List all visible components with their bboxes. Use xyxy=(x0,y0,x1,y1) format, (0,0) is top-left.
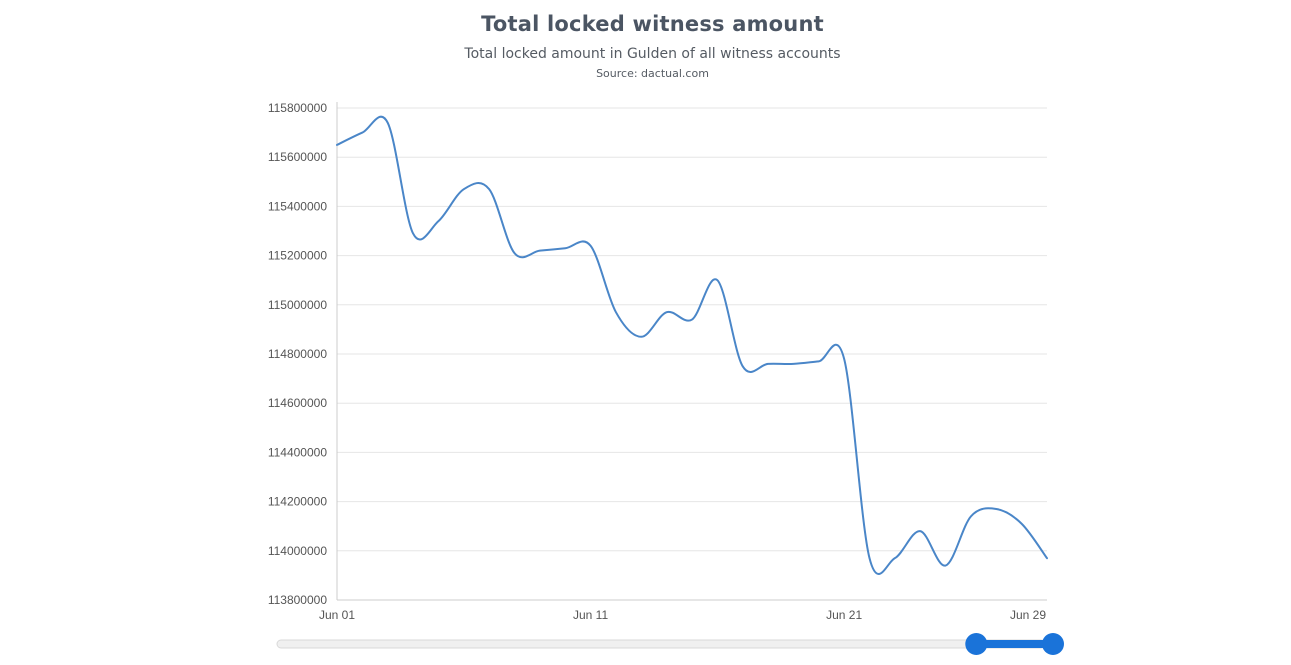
x-tick-label: Jun 29 xyxy=(1010,608,1046,622)
navigator-selected-range[interactable] xyxy=(976,640,1053,648)
chart-subtitle: Total locked amount in Gulden of all wit… xyxy=(464,46,841,62)
y-tick-label: 115800000 xyxy=(268,101,328,115)
y-tick-label: 113800000 xyxy=(268,593,328,607)
data-point xyxy=(916,527,924,535)
data-point xyxy=(587,242,595,250)
x-tick-label: Jun 11 xyxy=(573,608,608,622)
data-point xyxy=(511,249,519,257)
data-point xyxy=(942,562,950,570)
y-tick-label: 115200000 xyxy=(268,249,328,263)
axes xyxy=(336,102,1047,601)
data-point xyxy=(764,360,772,368)
y-tick-label: 115600000 xyxy=(268,150,328,164)
y-tick-label: 114200000 xyxy=(268,495,328,509)
chart-title: Total locked witness amount xyxy=(481,12,824,36)
data-point xyxy=(485,185,493,193)
x-tick-label: Jun 01 xyxy=(319,608,355,622)
data-point xyxy=(384,119,392,127)
grid-lines xyxy=(337,107,1047,552)
data-point xyxy=(460,185,468,193)
x-axis-tick-labels: Jun 01 Jun 11 Jun 21 Jun 29 xyxy=(319,608,1046,622)
data-point xyxy=(866,554,874,562)
data-point xyxy=(840,355,848,363)
y-tick-label: 114800000 xyxy=(268,347,328,361)
data-point xyxy=(688,316,696,324)
data-point xyxy=(358,129,366,137)
navigator-end-handle[interactable] xyxy=(1042,633,1064,655)
y-tick-label: 115400000 xyxy=(268,199,328,213)
range-navigator[interactable] xyxy=(276,633,1064,655)
data-point xyxy=(536,247,544,255)
y-tick-label: 115000000 xyxy=(268,298,328,312)
data-point xyxy=(789,360,797,368)
y-tick-label: 114600000 xyxy=(268,396,328,410)
series-layer xyxy=(333,115,1051,575)
series-line-0 xyxy=(336,115,1048,575)
data-point xyxy=(713,276,721,284)
y-tick-label: 114400000 xyxy=(268,445,328,459)
data-point xyxy=(891,554,899,562)
data-point xyxy=(992,505,1000,513)
data-point xyxy=(409,229,417,237)
data-point xyxy=(333,141,341,149)
y-axis-tick-labels: 113800000 114000000 114200000 114400000 1146… xyxy=(268,101,328,607)
navigator-start-handle[interactable] xyxy=(965,633,988,655)
data-point xyxy=(561,244,569,252)
data-point xyxy=(434,217,442,225)
data-point xyxy=(815,357,823,365)
data-point xyxy=(967,512,975,520)
data-point xyxy=(1043,554,1051,562)
data-point xyxy=(1018,520,1026,528)
chart-source: Source: dactual.com xyxy=(596,67,709,80)
data-point xyxy=(663,308,671,316)
navigator-track[interactable] xyxy=(276,639,1046,649)
y-tick-label: 114000000 xyxy=(268,544,328,558)
data-point xyxy=(612,308,620,316)
data-point xyxy=(739,362,747,370)
x-tick-label: Jun 21 xyxy=(826,608,862,622)
data-point xyxy=(637,333,645,341)
